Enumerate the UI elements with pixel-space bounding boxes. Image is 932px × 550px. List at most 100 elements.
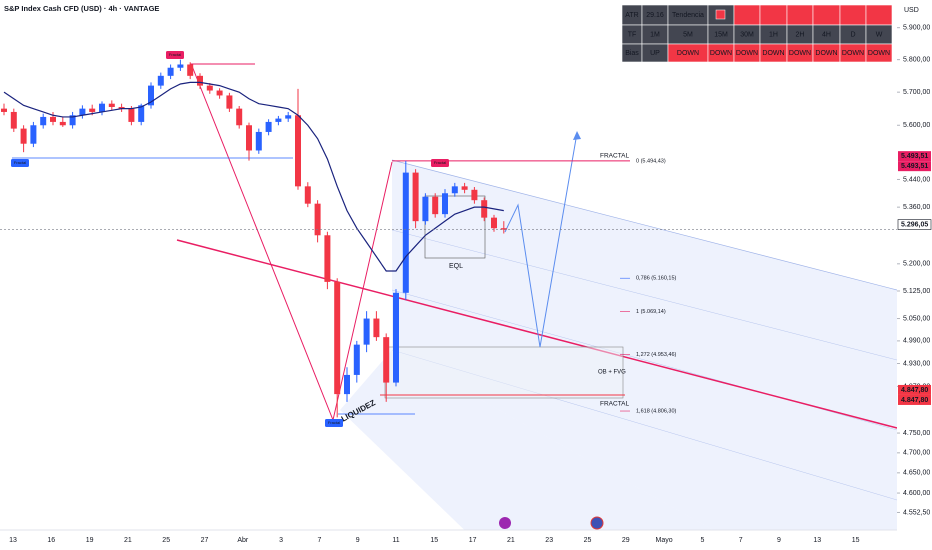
- y-tick-label: 4.700,00: [903, 450, 930, 457]
- table-text: DOWN: [868, 50, 890, 57]
- y-tick-label: 4.930,00: [903, 360, 930, 367]
- candle-body: [128, 108, 135, 122]
- price-badge: [898, 161, 931, 172]
- y-tick-label: 4.650,00: [903, 470, 930, 477]
- table-text: DOWN: [762, 50, 784, 57]
- fib-label: 0 (5.494,43): [636, 158, 666, 164]
- x-tick-label: 27: [201, 537, 209, 544]
- table-cell: [759, 4, 788, 26]
- candle-body: [187, 64, 194, 76]
- moving-average: [3, 81, 504, 272]
- candle-body: [226, 95, 233, 109]
- candle-body: [393, 292, 399, 383]
- candle-body: [206, 85, 213, 91]
- fib-label: 1,272 (4.953,46): [636, 352, 677, 358]
- fractal-badge: [431, 159, 449, 167]
- candle-body: [451, 186, 458, 194]
- table-text: 4H: [822, 31, 831, 38]
- candle-body: [216, 90, 223, 96]
- table-text: ATR: [625, 12, 638, 19]
- x-tick-label: 21: [507, 537, 515, 544]
- flag-icon: [590, 516, 604, 530]
- candle-body: [412, 172, 419, 222]
- table-cell: [733, 4, 761, 26]
- x-tick-label: 5: [700, 537, 704, 544]
- annotation: FRACTAL: [600, 401, 630, 408]
- candle-body: [59, 121, 66, 126]
- x-tick-label: 17: [469, 537, 477, 544]
- x-tick-label: 13: [9, 537, 17, 544]
- arrow-head: [573, 131, 581, 140]
- table-text: DOWN: [789, 50, 811, 57]
- candle-body: [79, 108, 86, 116]
- candle-body: [30, 125, 37, 144]
- price-badge: [898, 394, 931, 405]
- chart-title: S&P Index Cash CFD (USD) · 4h · VANTAGE: [4, 4, 159, 13]
- table-text: DOWN: [736, 50, 758, 57]
- price-badge: [897, 219, 932, 230]
- y-tick-label: 5.050,00: [903, 315, 930, 322]
- fractal-badge-label: Fractal: [328, 420, 340, 425]
- candle-body: [481, 200, 488, 218]
- candle-body: [422, 196, 429, 222]
- y-tick-label: 5.700,00: [903, 89, 930, 96]
- price-badge-label: 5.296,05: [901, 221, 928, 228]
- x-tick-label: 3: [279, 537, 283, 544]
- y-tick-label: 5.900,00: [903, 25, 930, 32]
- candle-body: [20, 128, 27, 144]
- x-tick-label: 9: [356, 537, 360, 544]
- candle-body: [402, 172, 409, 293]
- candle-body: [275, 118, 282, 122]
- y-tick-label: 4.552,50: [903, 509, 930, 516]
- candle-body: [1, 108, 7, 112]
- fractal-badge: [11, 159, 29, 167]
- x-tick-label: 29: [622, 537, 630, 544]
- table-text: Bias: [625, 50, 639, 57]
- fib-label: 1 (5.069,14): [636, 309, 666, 315]
- price-axis: [897, 0, 932, 550]
- table-cell: [786, 4, 814, 26]
- candle-body: [295, 115, 301, 187]
- fib-label: 1,618 (4.806,30): [636, 408, 677, 414]
- candle-body: [432, 196, 439, 215]
- y-tick-label: 5.800,00: [903, 56, 930, 63]
- x-tick-label: 11: [392, 537, 399, 544]
- candle-body: [10, 111, 17, 129]
- price-badge-label: 5.493,51: [901, 163, 928, 170]
- y-tick-label: 5.125,00: [903, 288, 930, 295]
- candle-body: [461, 186, 468, 190]
- candle-body: [148, 85, 154, 106]
- candle-body: [285, 115, 292, 119]
- x-tick-label: 19: [86, 537, 94, 544]
- x-tick-label: 15: [430, 537, 438, 544]
- price-badge-label: 5.493,51: [901, 153, 928, 160]
- x-tick-label: 23: [545, 537, 553, 544]
- table-cell: [839, 4, 867, 26]
- fractal-badge: [166, 51, 184, 59]
- table-text: 30M: [740, 31, 754, 38]
- table-text: 1H: [769, 31, 778, 38]
- trend-icon: [715, 9, 726, 20]
- x-tick-label: Abr: [237, 537, 249, 544]
- candle-body: [353, 344, 360, 375]
- x-tick-label: 9: [777, 537, 781, 544]
- candle-body: [265, 121, 272, 132]
- x-tick-label: 13: [813, 537, 821, 544]
- candle-body: [89, 108, 96, 112]
- candle-body: [197, 75, 203, 86]
- table-text: DOWN: [842, 50, 864, 57]
- time-axis: [0, 530, 932, 550]
- candle-body: [471, 189, 478, 201]
- fractal-badge-label: Fractal: [434, 160, 446, 165]
- x-tick-label: 7: [317, 537, 321, 544]
- candle-body: [177, 64, 184, 68]
- table-text: W: [876, 31, 883, 38]
- fib-label: 0,786 (5.160,15): [636, 276, 677, 282]
- fractal-badge-label: Fractal: [169, 52, 181, 57]
- x-tick-label: 15: [852, 537, 860, 544]
- y-tick-label: 5.600,00: [903, 122, 930, 129]
- candle-body: [157, 75, 164, 86]
- price-badge-label: 4.847,80: [901, 387, 928, 394]
- candle-body: [255, 131, 262, 151]
